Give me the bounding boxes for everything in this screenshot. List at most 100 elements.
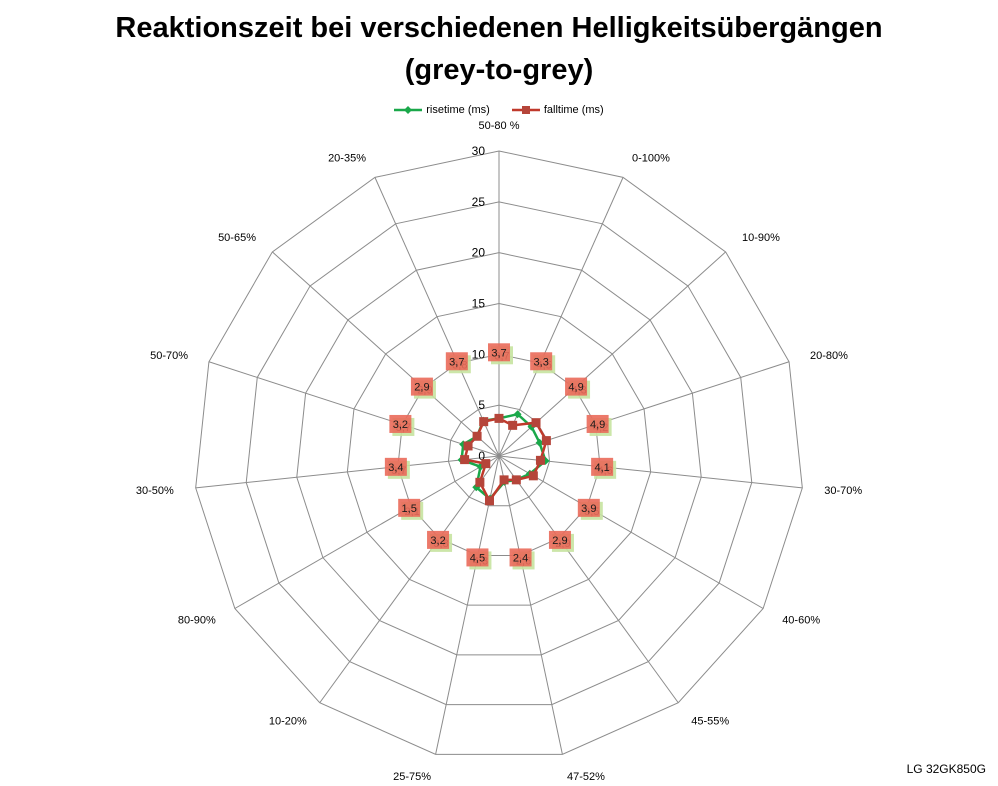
chart-title: Reaktionszeit bei verschiedenen Helligke… (115, 12, 883, 44)
tick-label: 0 (478, 449, 485, 463)
legend-item-falltime: falltime (ms) (511, 104, 604, 116)
data-point (484, 496, 494, 506)
grid-spoke-11 (195, 455, 500, 489)
data-point (460, 455, 470, 465)
data-label-bg (410, 377, 433, 396)
data-label-bg (591, 457, 614, 476)
series-line (463, 417, 548, 503)
footer-model-label: LG 32GK850G (906, 762, 986, 776)
data-label-bg (445, 352, 468, 371)
category-label: 40-60% (782, 615, 820, 627)
category-label: 20-80% (810, 350, 848, 362)
grid-ring-15 (346, 302, 652, 606)
data-point (472, 431, 482, 441)
grid-ring-20 (296, 252, 702, 656)
tick-label: 5 (478, 398, 485, 412)
data-point (531, 418, 541, 428)
grid-spoke-14 (374, 177, 500, 457)
category-label: 25-75% (393, 771, 431, 783)
category-label: 30-70% (824, 485, 862, 497)
data-label: 3,7 (449, 356, 464, 368)
data-label-bg (509, 548, 532, 567)
data-label: 3,7 (491, 347, 506, 359)
grid-ring-10 (397, 353, 601, 556)
data-label-bg (466, 548, 489, 567)
legend-risetime-label: risetime (ms) (426, 104, 490, 116)
grid-ring-25 (245, 201, 753, 706)
data-label: 3,3 (534, 356, 549, 368)
series-falltime (460, 413, 551, 506)
grid-ring-30 (195, 150, 803, 755)
category-label: 0-100% (632, 152, 670, 164)
data-point (481, 459, 491, 469)
data-point (511, 475, 521, 485)
data-point (535, 455, 545, 465)
grid-spoke-8 (435, 455, 500, 755)
data-label-bg (427, 530, 450, 549)
tick-label: 30 (472, 144, 486, 158)
data-label: 1,5 (402, 503, 417, 515)
data-point (541, 436, 551, 446)
legend-falltime-label: falltime (ms) (543, 104, 604, 116)
grid-spoke-9 (319, 455, 500, 704)
category-label: 45-55% (691, 716, 729, 728)
data-label-bg (384, 457, 407, 476)
category-label: 80-90% (178, 615, 216, 627)
data-label-bg (488, 343, 510, 362)
grid-spoke-13 (272, 251, 500, 457)
data-label-bg (586, 414, 609, 433)
category-label: 50-70% (150, 350, 188, 362)
data-label: 3,9 (581, 503, 596, 515)
data-label-bg (548, 530, 571, 549)
grid-spoke-5 (498, 455, 764, 609)
tick-label: 20 (472, 246, 486, 260)
legend: risetime (ms) falltime (ms) (0, 100, 998, 120)
chart-subtitle: (grey-to-grey) (404, 54, 594, 86)
data-label: 3,2 (393, 419, 408, 431)
grid-spoke-1 (498, 177, 624, 457)
data-point (475, 477, 485, 487)
data-point (535, 438, 544, 447)
data-label: 4,5 (470, 552, 485, 564)
data-label: 3,2 (430, 535, 445, 547)
grid-spoke-4 (498, 455, 803, 489)
data-point (508, 420, 518, 430)
grid-spoke-7 (498, 455, 563, 755)
data-label: 4,9 (568, 382, 583, 394)
data-label: 4,9 (590, 419, 605, 431)
data-point (494, 413, 504, 423)
data-label: 3,4 (388, 462, 403, 474)
data-point (499, 475, 509, 485)
category-label: 30-50% (136, 485, 174, 497)
data-point (463, 441, 473, 451)
data-point (528, 471, 538, 481)
grid-spoke-6 (498, 455, 679, 704)
category-label: 20-35% (328, 152, 366, 164)
grid-spoke-12 (208, 361, 500, 457)
category-label: 10-90% (742, 232, 780, 244)
data-label: 2,9 (552, 535, 567, 547)
data-label-bg (530, 352, 553, 371)
data-label: 4,1 (594, 462, 609, 474)
legend-item-risetime: risetime (ms) (394, 104, 490, 116)
data-label-bg (398, 498, 421, 517)
category-labels: 50-80 % 0-100% 10-90% 20-80% 30-70% 40-60% 45-… (136, 120, 862, 783)
data-labels: 3,74,54,34,24,63,52,92,64,33,82,13,73,72… (384, 343, 617, 570)
radar-grid (195, 150, 803, 755)
data-label-bg (389, 414, 412, 433)
data-point (479, 417, 489, 427)
legend-risetime-marker (394, 106, 423, 114)
data-point (513, 410, 522, 419)
legend-falltime-marker (511, 106, 540, 114)
data-label-bg (565, 377, 588, 396)
data-label: 2,4 (513, 552, 528, 564)
category-label: 10-20% (269, 716, 307, 728)
category-label: 47-52% (567, 771, 605, 783)
tick-labels: 0 5 10 15 20 25 30 (472, 144, 486, 463)
category-label: 50-80 % (479, 120, 520, 132)
tick-label: 10 (472, 347, 486, 361)
data-label-bg (577, 498, 600, 517)
grid-spoke-10 (234, 455, 500, 609)
tick-label: 25 (472, 195, 486, 209)
